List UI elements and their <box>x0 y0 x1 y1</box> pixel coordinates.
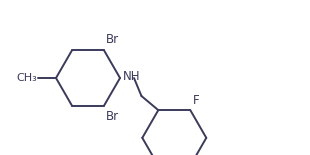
Text: Br: Br <box>106 33 119 46</box>
Text: CH₃: CH₃ <box>16 73 37 83</box>
Text: Br: Br <box>106 110 119 123</box>
Text: NH: NH <box>123 71 140 84</box>
Text: F: F <box>193 94 200 107</box>
